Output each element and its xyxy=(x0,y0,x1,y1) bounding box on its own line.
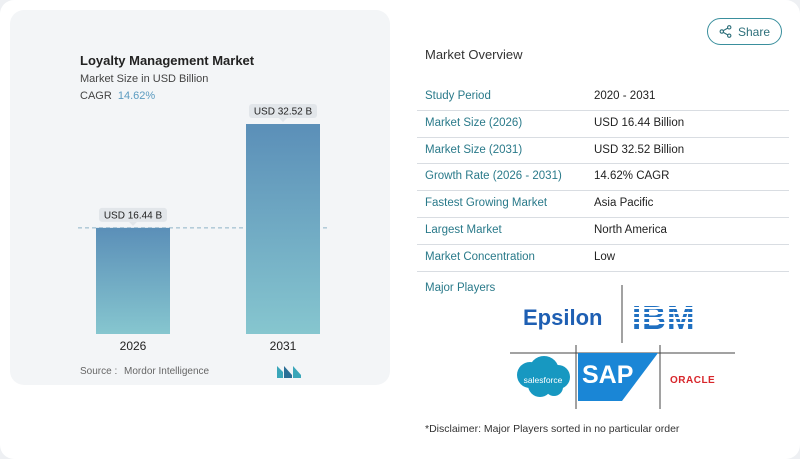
overview-row: Fastest Growing Market Asia Pacific xyxy=(417,191,789,218)
salesforce-logo-text: salesforce xyxy=(524,375,563,385)
oracle-logo-text: ORACLE xyxy=(670,375,715,386)
overview-title: Market Overview xyxy=(425,47,523,62)
source-label: Source : xyxy=(80,366,118,377)
overview-key: Market Size (2026) xyxy=(425,116,523,129)
bar-2026 xyxy=(96,227,170,334)
share-button[interactable]: Share xyxy=(707,18,782,45)
overview-value: Low xyxy=(594,250,616,263)
disclaimer: *Disclaimer: Major Players sorted in no … xyxy=(425,423,680,435)
data-label-pointer xyxy=(129,221,137,226)
oracle-logo: ORACLE xyxy=(670,375,715,386)
overview-value: Asia Pacific xyxy=(594,197,654,210)
data-label-pointer xyxy=(279,118,287,123)
overview-table: Study Period 2020 - 2031 Market Size (20… xyxy=(417,84,789,272)
overview-value: USD 16.44 Billion xyxy=(594,116,685,129)
cagr-line: CAGR 14.62% xyxy=(80,90,155,102)
overview-row: Study Period 2020 - 2031 xyxy=(417,84,789,111)
data-label-bg xyxy=(249,104,317,119)
data-label-bg xyxy=(99,207,167,222)
overview-row: Market Size (2026) USD 16.44 Billion xyxy=(417,111,789,138)
share-icon xyxy=(719,25,732,38)
source-value: Mordor Intelligence xyxy=(124,366,210,377)
x-tick-label: 2031 xyxy=(270,339,297,353)
overview-row: Market Size (2031) USD 32.52 Billion xyxy=(417,138,789,165)
overview-key: Growth Rate (2026 - 2031) xyxy=(425,170,562,183)
sap-logo-text: SAP xyxy=(582,361,633,389)
bar-2031 xyxy=(246,124,320,334)
overview-row: Growth Rate (2026 - 2031) 14.62% CAGR xyxy=(417,164,789,192)
source-line: Source : Mordor Intelligence xyxy=(80,366,209,377)
overview-key: Fastest Growing Market xyxy=(425,197,548,210)
chart-subtitle: Market Size in USD Billion xyxy=(80,73,209,85)
chart-title: Loyalty Management Market xyxy=(80,53,255,68)
bar-chart: USD 16.44 B 2026 USD 32.52 B 2031 xyxy=(78,104,330,353)
salesforce-logo: salesforce xyxy=(517,356,570,397)
share-label: Share xyxy=(737,24,771,39)
epsilon-logo-text: Epsilon xyxy=(523,305,602,330)
overview-value: North America xyxy=(594,223,667,236)
overview-row: Market Concentration Low xyxy=(417,245,789,272)
major-players-logos: Epsilon IBM salesforce SAP ORACLE xyxy=(510,285,735,409)
epsilon-logo: Epsilon xyxy=(523,305,602,330)
overview-value: 2020 - 2031 xyxy=(594,90,656,102)
ibm-logo: IBM xyxy=(628,299,720,336)
overview-row: Largest Market North America xyxy=(417,218,789,245)
chart-card: USD 16.44 B 2026 USD 32.52 B 2031 Loyalty M… xyxy=(10,10,390,385)
overview-key: Market Size (2031) xyxy=(425,143,523,156)
cagr-label: CAGR xyxy=(80,90,112,102)
overview-value: USD 32.52 Billion xyxy=(594,143,685,156)
overview-key: Study Period xyxy=(425,90,491,102)
overview-key: Largest Market xyxy=(425,223,502,236)
major-players-title: Major Players xyxy=(425,282,496,294)
data-label: USD 32.52 B xyxy=(254,107,313,118)
sap-logo: SAP xyxy=(578,353,658,401)
mordor-logo-icon xyxy=(277,366,301,378)
overview-key: Market Concentration xyxy=(425,250,535,263)
x-tick-label: 2026 xyxy=(120,339,147,353)
cagr-value: 14.62% xyxy=(117,90,156,102)
overview-value: 14.62% CAGR xyxy=(594,170,670,183)
data-label: USD 16.44 B xyxy=(104,210,163,221)
